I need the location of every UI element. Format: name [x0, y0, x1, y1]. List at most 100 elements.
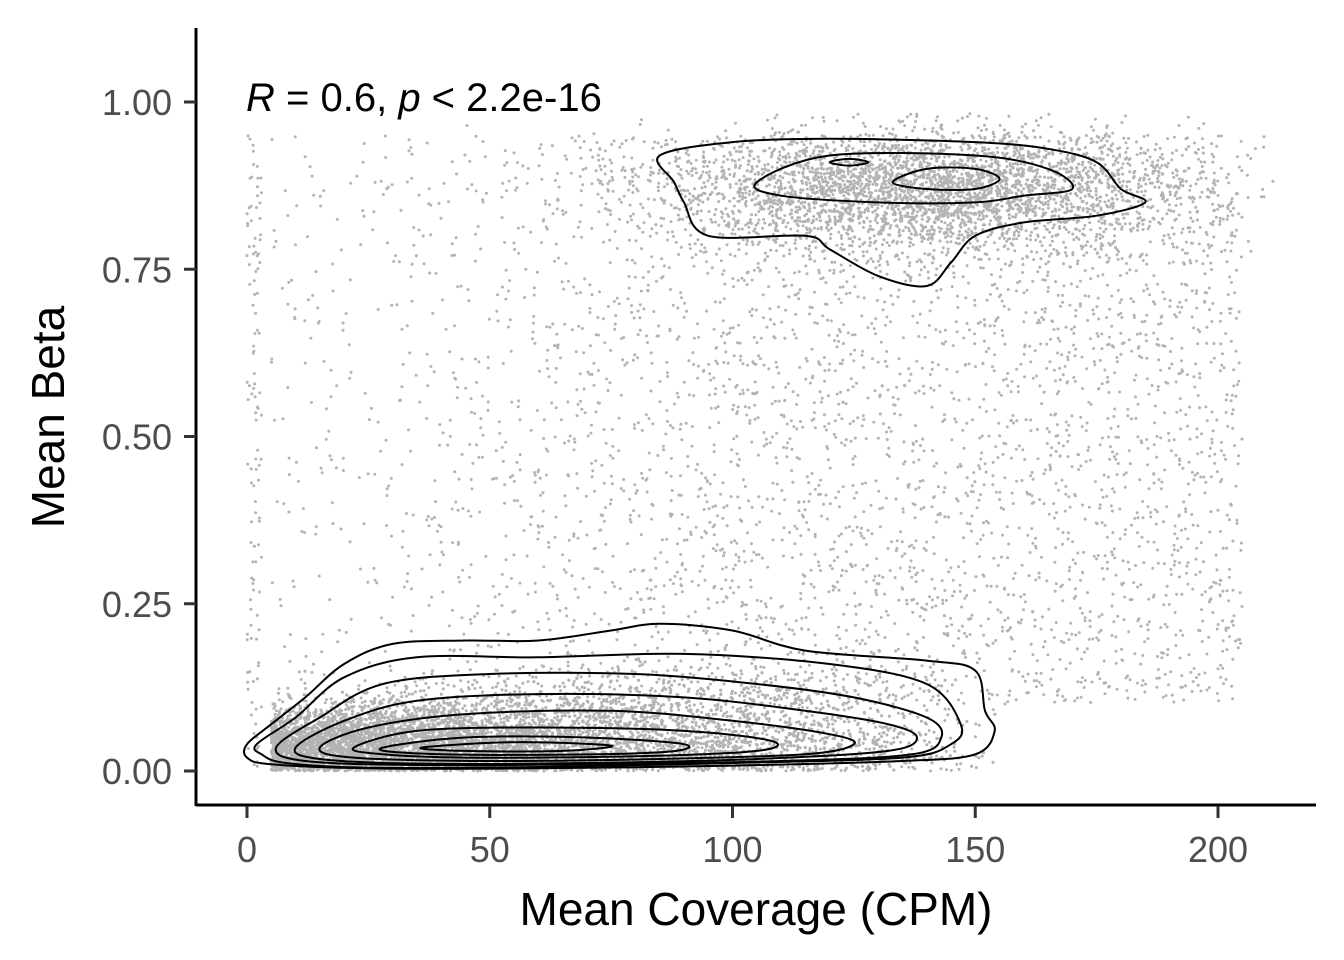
scatter-point — [892, 740, 896, 744]
scatter-point — [286, 714, 290, 718]
scatter-point — [922, 704, 926, 708]
scatter-point — [820, 724, 824, 728]
scatter-point — [377, 694, 381, 698]
scatter-point — [708, 682, 712, 686]
scatter-point — [830, 717, 834, 721]
scatter-point — [499, 721, 503, 725]
scatter-point — [471, 683, 474, 687]
scatter-point — [654, 723, 658, 727]
scatter-point — [688, 704, 692, 708]
scatter-point — [491, 686, 495, 690]
scatter-point — [633, 698, 636, 702]
scatter-point — [507, 704, 511, 708]
scatter-point — [692, 769, 696, 773]
scatter-point — [805, 706, 809, 710]
scatter-point — [784, 769, 788, 773]
scatter-point — [540, 684, 544, 688]
scatter-point — [589, 682, 593, 686]
scatter-point — [929, 769, 933, 773]
scatter-point — [723, 743, 727, 747]
scatter-point — [468, 720, 472, 724]
scatter-point — [860, 638, 864, 642]
scatter-point — [654, 714, 658, 718]
scatter-point — [738, 676, 742, 680]
scatter-point — [608, 723, 612, 727]
scatter-point — [534, 722, 538, 726]
scatter-point — [768, 644, 772, 647]
scatter-point — [580, 666, 584, 670]
scatter-point — [659, 747, 663, 751]
scatter-point — [461, 719, 465, 723]
scatter-point — [524, 707, 528, 711]
scatter-point — [699, 702, 703, 706]
scatter-point — [541, 699, 545, 703]
scatter-point — [945, 768, 948, 772]
scatter-point — [601, 739, 605, 743]
scatter-point — [647, 730, 651, 734]
scatter-point — [825, 716, 829, 720]
scatter-point — [586, 695, 590, 699]
scatter-point — [678, 744, 682, 748]
scatter-point — [683, 740, 687, 744]
scatter-point — [691, 712, 695, 716]
scatter-point — [730, 714, 734, 718]
scatter-point — [832, 746, 836, 750]
scatter-point — [388, 706, 392, 710]
scatter-point — [796, 681, 800, 685]
scatter-point — [475, 680, 479, 684]
scatter-point — [808, 746, 812, 750]
scatter-point — [582, 690, 586, 694]
scatter-point — [286, 686, 290, 690]
scatter-point — [775, 738, 779, 742]
scatter-point — [806, 678, 810, 682]
scatter-point — [830, 767, 834, 771]
scatter-point — [739, 706, 743, 710]
scatter-point — [819, 702, 823, 706]
scatter-point — [553, 716, 557, 720]
scatter-point — [651, 736, 655, 739]
scatter-point — [459, 688, 463, 692]
scatter-point — [351, 719, 355, 723]
scatter-point — [304, 699, 308, 703]
scatter-point — [572, 679, 576, 683]
scatter-point — [880, 664, 883, 668]
scatter-point — [910, 747, 914, 751]
scatter-point — [486, 730, 490, 734]
scatter-point — [790, 768, 793, 772]
scatter-point — [813, 633, 817, 637]
scatter-point — [630, 699, 634, 703]
scatter-point — [765, 635, 769, 639]
scatter-point — [703, 727, 707, 731]
scatter-point — [892, 736, 896, 740]
scatter-point — [816, 721, 820, 725]
scatter-point — [659, 704, 663, 708]
scatter-point — [810, 714, 814, 717]
scatter-point — [509, 713, 513, 717]
scatter-point — [439, 704, 443, 708]
scatter-point — [977, 723, 981, 727]
scatter-point — [959, 762, 963, 766]
scatter-point — [696, 741, 700, 745]
scatter-point — [441, 681, 445, 685]
scatter-point — [533, 712, 537, 715]
scatter-point — [442, 699, 446, 703]
scatter-point — [656, 716, 660, 720]
scatter-point — [484, 732, 488, 735]
scatter-point — [935, 754, 939, 758]
scatter-point — [797, 651, 801, 654]
scatter-point — [586, 710, 590, 714]
scatter-point — [733, 744, 737, 748]
scatter-point — [738, 716, 742, 720]
scatter-point — [821, 693, 825, 697]
scatter-point — [399, 691, 403, 695]
scatter-point — [445, 701, 449, 705]
scatter-point — [273, 712, 277, 716]
scatter-point — [558, 684, 562, 688]
scatter-point — [923, 739, 927, 743]
scatter-point — [634, 705, 638, 709]
scatter-point — [867, 635, 871, 639]
scatter-point — [622, 748, 626, 752]
scatter-point — [885, 740, 889, 744]
scatter-point — [863, 681, 867, 685]
